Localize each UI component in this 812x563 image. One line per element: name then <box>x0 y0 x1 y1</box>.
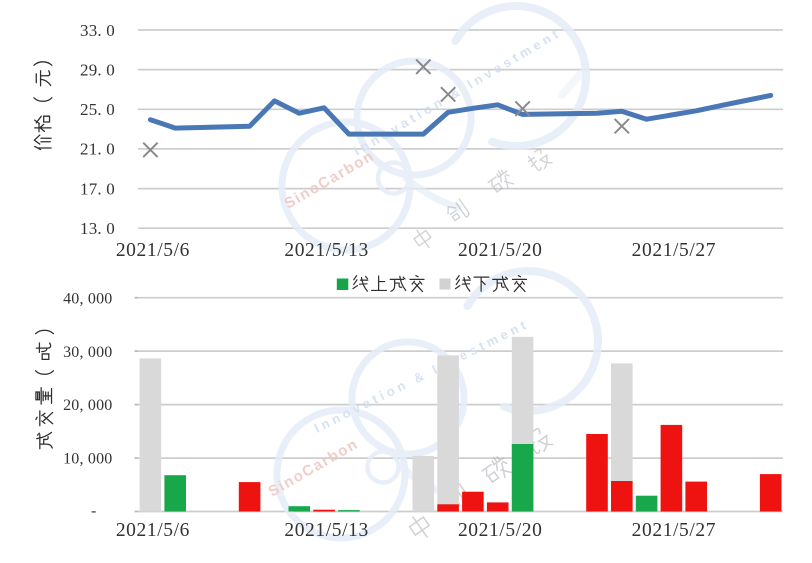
svg-text:2021/5/13: 2021/5/13 <box>284 520 369 541</box>
svg-text:2021/5/6: 2021/5/6 <box>116 240 190 261</box>
svg-text:20, 000: 20, 000 <box>63 397 112 414</box>
svg-text:10, 000: 10, 000 <box>63 451 112 468</box>
svg-text:13. 0: 13. 0 <box>80 219 115 238</box>
svg-text:21. 0: 21. 0 <box>80 140 115 159</box>
svg-text:33. 0: 33. 0 <box>80 21 115 40</box>
svg-text:-: - <box>91 503 97 520</box>
svg-text:2021/5/20: 2021/5/20 <box>458 240 543 261</box>
svg-text:30, 000: 30, 000 <box>63 344 112 361</box>
svg-text:2021/5/13: 2021/5/13 <box>284 240 369 261</box>
svg-text:2021/5/6: 2021/5/6 <box>116 520 190 541</box>
svg-text:29. 0: 29. 0 <box>80 60 115 79</box>
svg-text:25. 0: 25. 0 <box>80 100 115 119</box>
svg-text:17. 0: 17. 0 <box>80 179 115 198</box>
svg-text:2021/5/27: 2021/5/27 <box>632 240 717 261</box>
svg-text:2021/5/20: 2021/5/20 <box>458 520 543 541</box>
svg-text:40, 000: 40, 000 <box>63 290 112 307</box>
svg-text:2021/5/27: 2021/5/27 <box>632 520 717 541</box>
